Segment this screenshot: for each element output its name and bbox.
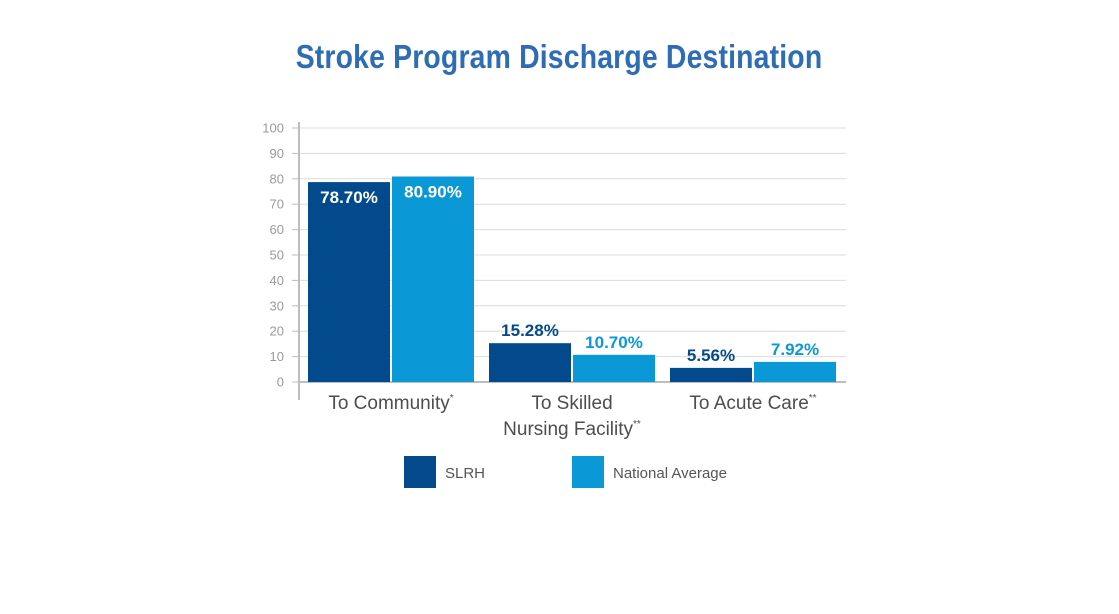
bar — [489, 343, 571, 382]
bar — [670, 367, 752, 382]
y-tick-label: 0 — [277, 375, 284, 390]
legend-swatch — [572, 456, 604, 488]
y-tick-labels: 0 10 20 30 40 50 60 70 80 90 100 — [262, 121, 284, 390]
footnote-marker: * — [450, 393, 454, 404]
bar — [392, 176, 474, 382]
y-tick-label: 10 — [270, 349, 284, 364]
data-label: 15.28% — [501, 321, 559, 340]
category-label: Nursing Facility** — [503, 419, 641, 440]
data-labels: 78.70% 80.90% 15.28% 10.70% 5.56% 7.92% — [320, 183, 819, 365]
chart-title: Stroke Program Discharge Destination — [295, 38, 823, 75]
data-label: 78.70% — [320, 188, 378, 207]
y-tick-label: 60 — [270, 222, 284, 237]
y-tick-label: 30 — [270, 298, 284, 313]
category-label: To Skilled — [531, 393, 612, 414]
category-label: To Acute Care** — [689, 393, 816, 414]
data-label: 80.90% — [404, 183, 462, 202]
legend: SLRH National Average — [404, 456, 727, 488]
legend-swatch — [404, 456, 436, 488]
y-tick-label: 40 — [270, 273, 284, 288]
category-labels: To Community* To Skilled Nursing Facility*… — [328, 393, 816, 440]
bar — [754, 361, 836, 382]
bars — [308, 176, 836, 382]
legend-label: SLRH — [445, 465, 485, 482]
data-label: 10.70% — [585, 333, 643, 352]
footnote-marker: ** — [633, 419, 641, 430]
y-tick-label: 100 — [262, 121, 284, 136]
data-label: 7.92% — [771, 340, 819, 359]
data-label: 5.56% — [687, 346, 735, 365]
legend-label: National Average — [613, 465, 727, 482]
bar — [308, 182, 390, 382]
y-tick-label: 80 — [270, 171, 284, 186]
y-tick-label: 20 — [270, 324, 284, 339]
bar — [573, 354, 655, 382]
footnote-marker: ** — [809, 393, 817, 404]
y-tick-label: 70 — [270, 197, 284, 212]
category-label: To Community* — [328, 393, 453, 414]
y-tick-label: 50 — [270, 248, 284, 263]
y-tick-label: 90 — [270, 146, 284, 161]
gridlines — [299, 127, 846, 358]
